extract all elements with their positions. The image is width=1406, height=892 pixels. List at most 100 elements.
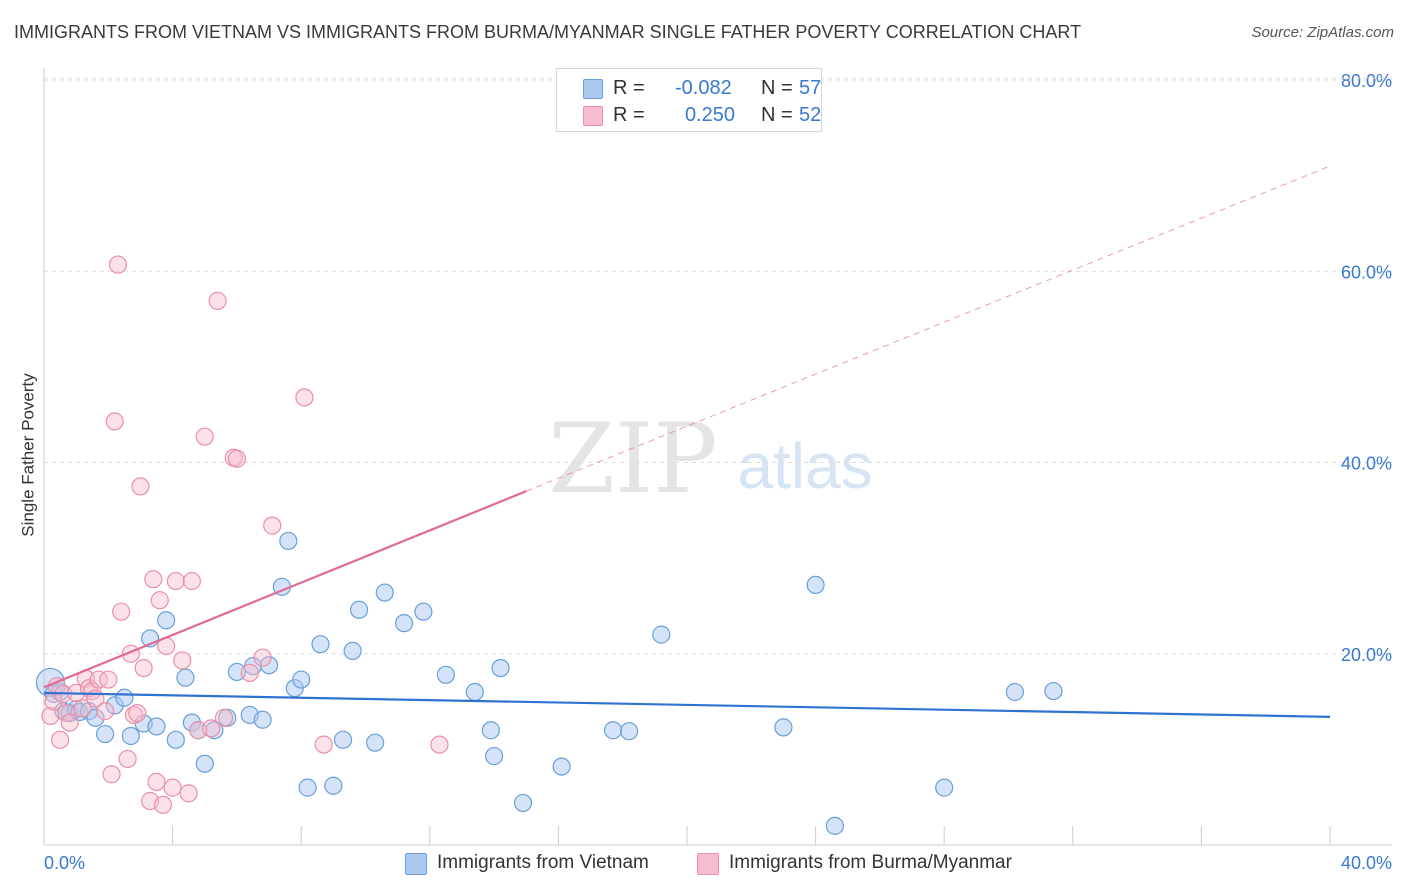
vietnam-legend-swatch-icon: [405, 853, 427, 875]
burma-point: [108, 255, 128, 274]
x-tick-label: 0.0%: [44, 853, 85, 873]
source-label: Source: ZipAtlas.com: [1251, 24, 1394, 41]
vietnam-point: [349, 600, 369, 619]
legend-label: Immigrants from Vietnam: [437, 852, 649, 873]
stats-r-label: R =: [613, 104, 645, 126]
stats-n-value: 52: [799, 104, 822, 126]
vietnam-swatch-icon: [583, 79, 603, 99]
burma-point: [147, 772, 166, 791]
vietnam-point: [86, 708, 105, 727]
vietnam-point: [652, 625, 671, 644]
burma-point: [153, 795, 173, 814]
burma-point: [105, 412, 124, 431]
y-axis-label: Single Father Poverty: [18, 373, 38, 537]
correlation-stats-box: R = -0.082 N = 57 R = 0.250 N = 52: [556, 68, 822, 132]
vietnam-point: [343, 641, 362, 660]
vietnam-point: [147, 717, 166, 736]
burma-point: [214, 708, 234, 727]
vietnam-point: [375, 583, 394, 602]
vietnam-point: [253, 710, 272, 729]
burma-point: [95, 702, 115, 721]
burma-point: [314, 735, 333, 754]
burma-point: [166, 571, 185, 591]
stats-n-label: N =: [761, 104, 793, 126]
vietnam-point: [292, 670, 311, 689]
burma-point: [202, 719, 221, 738]
vietnam-point: [115, 688, 134, 707]
burma-point: [227, 449, 246, 468]
burma-point: [50, 730, 70, 749]
burma-trend-line: [43, 490, 527, 689]
burma-point: [60, 713, 79, 732]
burma-point: [240, 663, 259, 682]
vietnam-point: [825, 816, 844, 835]
vietnam-points: [35, 531, 1063, 835]
burma-point: [102, 765, 121, 784]
burma-point: [144, 570, 163, 589]
vietnam-point: [806, 575, 825, 595]
vietnam-point: [95, 724, 115, 744]
vietnam-point: [620, 722, 639, 741]
vietnam-point: [205, 721, 224, 740]
vietnam-point: [279, 531, 298, 551]
watermark-zip: ZIP: [548, 403, 717, 515]
vietnam-point: [481, 721, 500, 740]
burma-point: [208, 291, 227, 310]
vietnam-point: [774, 718, 793, 737]
chart-title: IMMIGRANTS FROM VIETNAM VS IMMIGRANTS FR…: [14, 22, 1082, 42]
vietnam-point: [394, 614, 414, 633]
burma-point: [73, 699, 92, 718]
burma-point: [89, 670, 108, 689]
vietnam-point: [465, 682, 484, 702]
vietnam-trend-line: [43, 691, 1331, 718]
legend-label: Immigrants from Burma/Myanmar: [729, 852, 1012, 873]
vietnam-point: [603, 721, 623, 740]
burma-points: [41, 255, 449, 814]
burma-swatch-icon: [583, 106, 603, 126]
vietnam-point: [1005, 682, 1025, 702]
vietnam-point: [513, 793, 533, 813]
burma-point: [179, 784, 198, 803]
vietnam-point: [166, 730, 185, 749]
y-tick-label: 80.0%: [1341, 71, 1392, 91]
vietnam-point: [121, 726, 140, 746]
burma-point: [134, 658, 153, 678]
burma-point: [430, 735, 449, 754]
vietnam-point: [311, 635, 330, 654]
burma-point: [253, 648, 272, 667]
stats-n-value: 57: [799, 77, 822, 99]
y-tick-label: 20.0%: [1341, 645, 1392, 665]
vietnam-point: [195, 754, 214, 773]
burma-point: [118, 749, 137, 769]
vietnam-point: [333, 730, 353, 749]
vietnam-point: [366, 733, 385, 752]
burma-point: [128, 703, 147, 723]
vietnam-point: [935, 778, 954, 797]
burma-point: [124, 705, 144, 725]
burma-legend-swatch-icon: [697, 853, 719, 875]
vietnam-point: [485, 746, 504, 766]
burma-point: [112, 602, 131, 621]
vietnam-point: [324, 776, 343, 795]
stats-r-label: R =: [613, 77, 645, 99]
stats-n-label: N =: [761, 77, 793, 99]
vietnam-point: [414, 602, 433, 621]
burma-point: [163, 778, 182, 797]
burma-trend-extension: [526, 165, 1331, 492]
burma-point: [182, 571, 201, 591]
y-tick-label: 40.0%: [1341, 454, 1392, 474]
burma-point: [195, 427, 214, 446]
watermark-atlas: atlas: [737, 430, 872, 502]
burma-point: [150, 591, 169, 610]
y-tick-label: 60.0%: [1341, 262, 1392, 282]
burma-point: [263, 516, 282, 535]
vietnam-point: [227, 662, 246, 682]
vietnam-point: [436, 665, 455, 684]
x-tick-label: 40.0%: [1341, 853, 1392, 873]
vietnam-point: [298, 778, 317, 797]
vietnam-point: [1044, 681, 1063, 701]
vietnam-point: [552, 757, 571, 776]
burma-point: [131, 477, 150, 496]
vietnam-point: [157, 611, 176, 630]
